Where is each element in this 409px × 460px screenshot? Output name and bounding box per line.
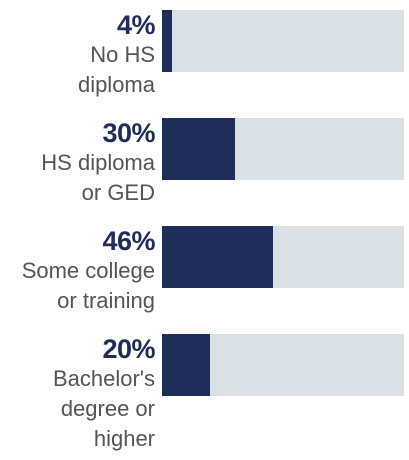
category-label: Some college or training (21, 258, 155, 313)
label-block: 4% No HS diploma (0, 10, 156, 100)
label-block: 20% Bachelor's degree or higher (0, 334, 156, 454)
bar-track (162, 334, 404, 396)
category-label: HS diploma or GED (41, 150, 155, 205)
value-label: 20% (102, 334, 155, 364)
bar (162, 118, 235, 180)
bar-track (162, 10, 404, 72)
bar (162, 226, 273, 288)
value-label: 30% (102, 118, 155, 148)
bar-track (162, 118, 404, 180)
value-label: 4% (116, 10, 156, 40)
bar (162, 10, 172, 72)
label-block: 30% HS diploma or GED (0, 118, 155, 208)
value-label: 46% (102, 226, 155, 256)
bar-track (162, 226, 404, 288)
category-label: Bachelor's degree or higher (52, 366, 155, 451)
bar (162, 334, 210, 396)
category-label: No HS diploma (77, 42, 155, 97)
label-block: 46% Some college or training (0, 226, 156, 316)
